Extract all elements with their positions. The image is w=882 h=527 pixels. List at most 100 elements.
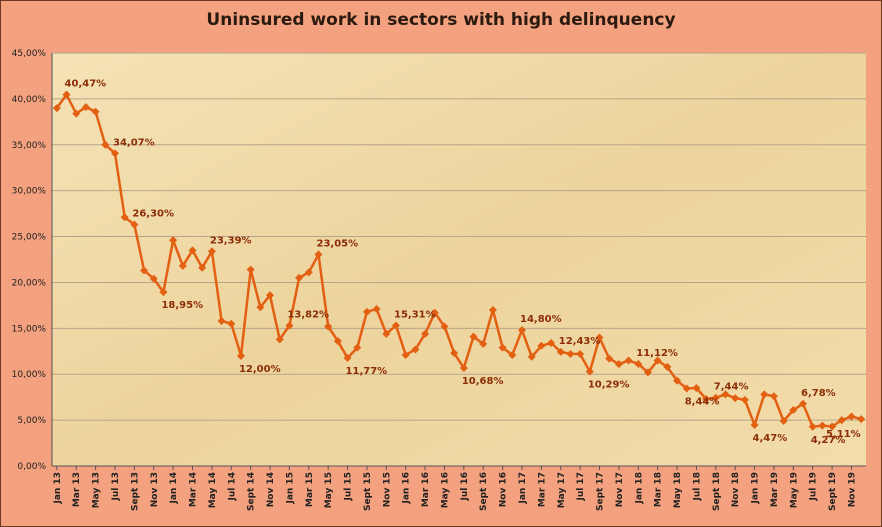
data-point bbox=[740, 395, 749, 404]
data-point bbox=[236, 351, 245, 360]
data-point bbox=[469, 332, 478, 341]
y-tick-label: 0,00% bbox=[17, 462, 46, 472]
data-point bbox=[750, 420, 759, 429]
data-point bbox=[188, 246, 197, 255]
data-point bbox=[450, 349, 459, 358]
x-tick-label: May 13 bbox=[92, 472, 102, 508]
x-tick-label: Sept 13 bbox=[130, 472, 140, 511]
x-tick-label: Mar 13 bbox=[72, 472, 82, 507]
x-tick-label: Jul 13 bbox=[111, 472, 121, 502]
x-tick-label: Nov 15 bbox=[382, 472, 392, 507]
data-point bbox=[149, 274, 158, 283]
data-point bbox=[459, 363, 468, 372]
x-tick-label: Jan 19 bbox=[751, 472, 761, 505]
x-tick-label: Mar 17 bbox=[537, 472, 547, 507]
x-tick-label: Nov 16 bbox=[499, 472, 509, 507]
data-point bbox=[614, 360, 623, 369]
data-point bbox=[227, 319, 236, 328]
data-label: 40,47% bbox=[65, 79, 107, 90]
data-point bbox=[479, 339, 488, 348]
x-tick-label: Mar 18 bbox=[654, 472, 664, 507]
x-tick-label: May 16 bbox=[440, 472, 450, 508]
data-point bbox=[440, 322, 449, 331]
data-point bbox=[488, 305, 497, 314]
x-tick-label: Nov 17 bbox=[615, 472, 625, 507]
x-tick-label: May 15 bbox=[324, 472, 334, 508]
data-point bbox=[508, 350, 517, 359]
data-point bbox=[585, 367, 594, 376]
data-point bbox=[198, 263, 207, 272]
y-tick-label: 20,00% bbox=[12, 278, 47, 288]
data-label: 10,68% bbox=[462, 376, 504, 387]
data-label: 18,95% bbox=[161, 300, 203, 311]
data-point bbox=[101, 140, 110, 149]
data-point bbox=[353, 343, 362, 352]
x-tick-label: Mar 19 bbox=[770, 472, 780, 507]
data-point bbox=[789, 406, 798, 415]
data-point bbox=[275, 335, 284, 344]
data-point bbox=[527, 352, 536, 361]
data-label: 11,77% bbox=[346, 366, 388, 377]
data-point bbox=[401, 350, 410, 359]
data-point bbox=[605, 354, 614, 363]
data-point bbox=[159, 288, 168, 297]
data-point bbox=[576, 350, 585, 359]
data-point bbox=[72, 109, 81, 118]
data-point bbox=[566, 350, 575, 359]
x-tick-label: Jul 14 bbox=[227, 472, 237, 502]
data-point bbox=[731, 394, 740, 403]
data-label: 26,30% bbox=[132, 209, 174, 220]
y-tick-label: 15,00% bbox=[12, 324, 47, 334]
data-label: 14,80% bbox=[520, 314, 562, 325]
data-point bbox=[624, 356, 633, 365]
x-tick-label: Jul 18 bbox=[692, 472, 702, 502]
x-tick-label: Jan 17 bbox=[518, 472, 528, 505]
data-point bbox=[837, 416, 846, 425]
x-tick-label: Jan 16 bbox=[402, 472, 412, 505]
data-point bbox=[295, 273, 304, 282]
y-tick-label: 35,00% bbox=[12, 141, 47, 151]
y-tick-label: 25,00% bbox=[12, 233, 47, 243]
data-point bbox=[498, 343, 507, 352]
data-point bbox=[246, 265, 255, 274]
x-tick-label: Sept 19 bbox=[828, 472, 838, 511]
data-label: 34,07% bbox=[113, 137, 155, 148]
x-tick-label: Nov 13 bbox=[150, 472, 160, 507]
data-label: 12,00% bbox=[239, 364, 281, 375]
data-point bbox=[799, 399, 808, 408]
x-tick-label: Jul 15 bbox=[344, 472, 354, 502]
data-point bbox=[52, 104, 61, 113]
x-tick-label: Mar 15 bbox=[305, 472, 315, 507]
data-label: 15,31% bbox=[394, 309, 436, 320]
x-tick-label: Sept 15 bbox=[363, 472, 373, 511]
data-point bbox=[169, 236, 178, 245]
plot-area bbox=[52, 53, 866, 466]
data-point bbox=[266, 291, 275, 300]
data-label: 7,44% bbox=[714, 382, 749, 393]
y-tick-label: 10,00% bbox=[12, 370, 47, 380]
data-point bbox=[556, 347, 565, 356]
data-point bbox=[382, 329, 391, 338]
data-point bbox=[537, 341, 546, 350]
data-point bbox=[110, 149, 119, 158]
data-point bbox=[430, 308, 439, 317]
x-tick-label: Nov 14 bbox=[266, 472, 276, 507]
data-point bbox=[779, 417, 788, 426]
data-point bbox=[362, 307, 371, 316]
data-point bbox=[256, 303, 265, 312]
x-tick-label: May 18 bbox=[673, 472, 683, 508]
x-tick-label: May 17 bbox=[557, 472, 567, 508]
data-point bbox=[634, 359, 643, 368]
data-point bbox=[217, 316, 226, 325]
data-point bbox=[178, 261, 187, 270]
data-point bbox=[421, 329, 430, 338]
data-point bbox=[653, 356, 662, 365]
data-point bbox=[847, 412, 856, 421]
x-tick-label: Jul 16 bbox=[460, 472, 470, 502]
y-tick-label: 40,00% bbox=[12, 95, 47, 105]
data-point bbox=[828, 422, 837, 431]
data-point bbox=[314, 250, 323, 259]
x-tick-label: Nov 18 bbox=[731, 472, 741, 507]
data-point bbox=[324, 322, 333, 331]
